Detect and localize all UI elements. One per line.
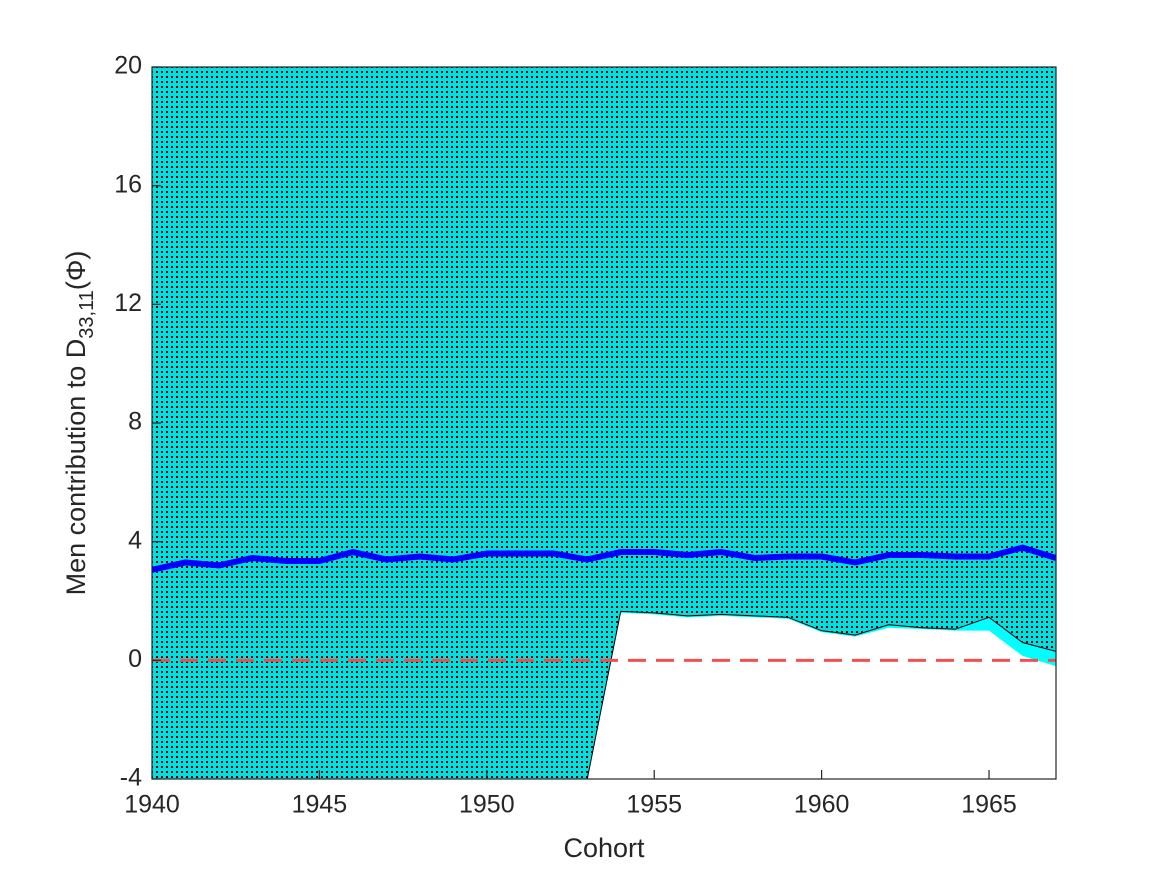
y-tick-label: 12 [114, 289, 142, 317]
y-tick-label: -4 [120, 764, 142, 792]
y-axis-label: Men contribution to D33,11(Φ) [61, 251, 98, 596]
x-tick-label: 1945 [292, 791, 348, 819]
y-tick-label: 20 [114, 52, 142, 80]
confidence-region [152, 67, 1056, 779]
x-tick-label: 1955 [626, 791, 682, 819]
y-tick-label: 8 [128, 408, 142, 436]
y-tick-label: 16 [114, 170, 142, 198]
plot-area [152, 67, 1056, 779]
x-tick-label: 1950 [459, 791, 515, 819]
x-tick-label: 1960 [794, 791, 850, 819]
y-label-text: Men contribution to D [61, 339, 91, 596]
x-tick-label: 1940 [124, 791, 180, 819]
bound-band [587, 611, 1056, 779]
estimate-line [152, 544, 1056, 573]
y-label-suffix: (Φ) [61, 251, 91, 291]
y-tick-label: 4 [128, 526, 142, 554]
y-tick-label: 0 [128, 645, 142, 673]
inner-bound-line [586, 610, 1056, 779]
x-tick-label: 1965 [961, 791, 1017, 819]
x-axis-label: Cohort [563, 833, 645, 863]
y-label-subscript: 33,11 [76, 290, 98, 339]
